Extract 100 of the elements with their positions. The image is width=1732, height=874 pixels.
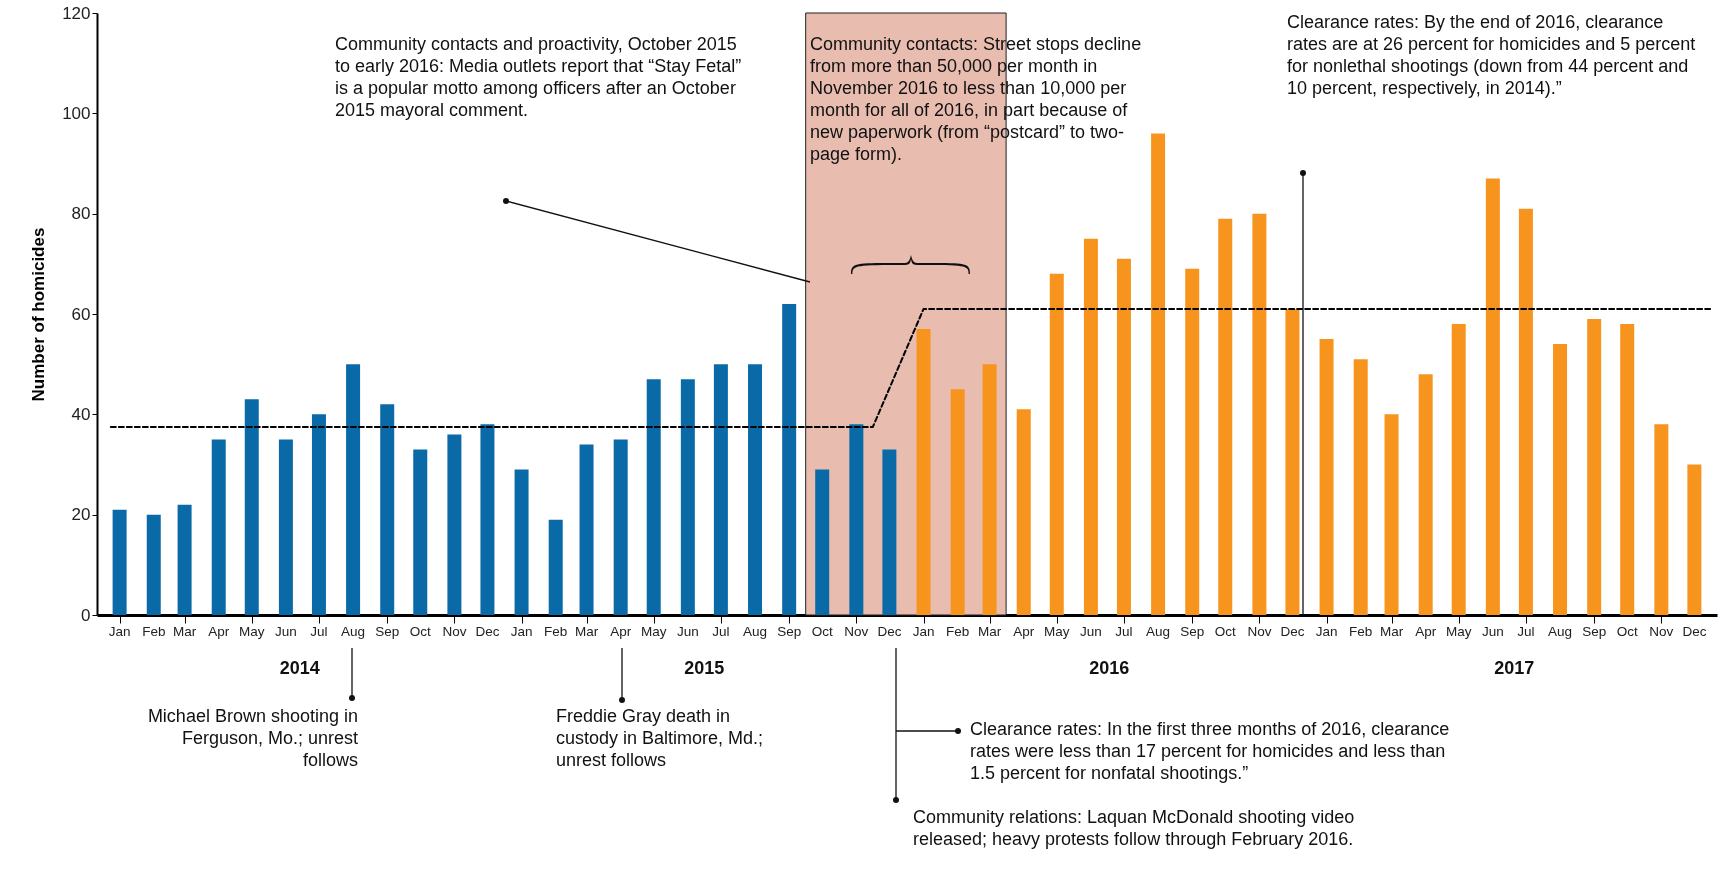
x-tick-label: Nov bbox=[1247, 624, 1272, 639]
text: 2017 bbox=[1493, 658, 1536, 679]
bar bbox=[177, 504, 192, 615]
text: Community relations: Laquan McDonald shooting video released; heavy protests follow through February 2016. bbox=[913, 806, 1356, 850]
bar bbox=[982, 364, 997, 615]
x-tick-label: Jun bbox=[676, 624, 699, 639]
bar bbox=[112, 509, 127, 615]
y-tick-label: 40 bbox=[71, 404, 91, 424]
bar bbox=[1116, 258, 1131, 615]
text: 2014 bbox=[278, 658, 321, 679]
bar bbox=[1185, 268, 1200, 615]
x-tick-label: Jan bbox=[108, 624, 131, 639]
x-tick-label: Sep bbox=[375, 624, 400, 639]
bar bbox=[1485, 178, 1500, 615]
bar bbox=[447, 434, 462, 615]
bar bbox=[1049, 273, 1064, 615]
x-tick-label: Dec bbox=[1280, 624, 1305, 639]
bar bbox=[646, 379, 661, 615]
bar bbox=[346, 364, 361, 615]
bar bbox=[548, 519, 563, 615]
x-tick-label: Jan bbox=[510, 624, 533, 639]
x-tick-label: Jan bbox=[1315, 624, 1338, 639]
bar bbox=[480, 424, 495, 615]
bar bbox=[1418, 374, 1433, 615]
x-tick-label: Apr bbox=[208, 624, 230, 639]
bar bbox=[1687, 464, 1702, 615]
x-tick-label: Jul bbox=[1115, 624, 1133, 639]
x-tick-label: Jul bbox=[712, 624, 730, 639]
x-tick-label: Dec bbox=[877, 624, 902, 639]
bar bbox=[278, 439, 293, 615]
x-tick-label: Dec bbox=[475, 624, 500, 639]
x-tick-label: Jul bbox=[1517, 624, 1535, 639]
x-tick-label: Feb bbox=[142, 624, 166, 639]
text: Freddie Gray death in custody in Baltimore, Md.; unrest follows bbox=[556, 705, 765, 771]
x-tick-label: May bbox=[239, 624, 265, 639]
x-tick-label: May bbox=[1445, 624, 1472, 639]
bar bbox=[782, 303, 797, 615]
x-tick-label: Aug bbox=[743, 624, 768, 639]
y-tick-label: 120 bbox=[62, 3, 91, 23]
bar bbox=[1654, 424, 1669, 615]
text: Michael Brown shooting in Ferguson, Mo.; unrest follows bbox=[146, 705, 358, 771]
y-tick-label: 20 bbox=[71, 505, 91, 525]
x-tick-label: Dec bbox=[1682, 624, 1707, 639]
text: Clearance rates: In the first three months of 2016, clearance rates were less than 17 percent for homicides and less than 1.5 percent for nonfatal shootings.” bbox=[970, 718, 1450, 784]
bar bbox=[613, 439, 628, 615]
text: 2015 bbox=[683, 658, 726, 679]
annotation: Community contacts and proactivity, October 2015 to early 2016: Media outlets report that “Stay Fetal” is a popular motto among officers after an October 2015 mayoral comment. bbox=[335, 33, 743, 121]
annotation: Clearance rates: By the end of 2016, clearance rates are at 26 percent for homicides and 5 percent for nonlethal shootings (down from 44 percent and 10 percent, respectively, in 2014).” bbox=[1287, 11, 1697, 99]
x-tick-label: Nov bbox=[1649, 624, 1674, 639]
bar bbox=[1285, 308, 1300, 615]
text: 2016 bbox=[1088, 658, 1131, 679]
x-tick-label: Apr bbox=[1013, 624, 1035, 639]
bar bbox=[680, 379, 695, 615]
bar bbox=[849, 424, 864, 615]
bar bbox=[713, 364, 728, 615]
x-tick-label: Mar bbox=[172, 624, 197, 639]
bar bbox=[882, 449, 897, 615]
x-tick-label: Jun bbox=[275, 624, 297, 639]
x-tick-label: Oct bbox=[811, 624, 833, 639]
bar bbox=[950, 389, 965, 615]
bar bbox=[380, 404, 395, 615]
y-tick-label: 0 bbox=[81, 605, 91, 625]
x-tick-label: Oct bbox=[1214, 624, 1236, 639]
bar bbox=[413, 449, 428, 615]
bar bbox=[1620, 324, 1635, 615]
x-tick-label: Mar bbox=[977, 624, 1002, 639]
x-tick-label: Oct bbox=[409, 624, 431, 639]
x-tick-label: Feb bbox=[946, 624, 970, 639]
x-tick-label: Nov bbox=[442, 624, 467, 639]
x-tick-label: Apr bbox=[610, 624, 632, 639]
bar bbox=[1218, 218, 1233, 615]
x-tick-label: May bbox=[1044, 624, 1070, 639]
x-tick-label: Aug bbox=[1548, 624, 1573, 639]
y-tick-label: 80 bbox=[71, 204, 91, 224]
x-tick-label: Jul bbox=[310, 624, 328, 639]
bar bbox=[1451, 324, 1466, 615]
x-tick-label: Feb bbox=[1349, 624, 1373, 639]
x-tick-label: Jun bbox=[1080, 624, 1102, 639]
x-tick-label: Sep bbox=[1582, 624, 1607, 639]
x-tick-label: Feb bbox=[544, 624, 568, 639]
bar bbox=[1353, 359, 1368, 615]
y-tick-label: 100 bbox=[62, 103, 91, 123]
y-tick-label: 60 bbox=[71, 304, 91, 324]
x-tick-label: Oct bbox=[1616, 624, 1638, 639]
bar bbox=[514, 469, 529, 615]
bar bbox=[1016, 409, 1031, 615]
x-tick-label: Aug bbox=[341, 624, 366, 639]
x-tick-label: May bbox=[640, 624, 667, 639]
x-tick-label: Apr bbox=[1415, 624, 1437, 639]
x-tick-label: Jun bbox=[1481, 624, 1504, 639]
x-tick-label: Aug bbox=[1146, 624, 1171, 639]
y-axis-title: Number of homicides bbox=[29, 227, 49, 402]
x-tick-label: Mar bbox=[574, 624, 599, 639]
bar bbox=[748, 364, 763, 615]
bar bbox=[1083, 238, 1098, 615]
bar bbox=[311, 414, 326, 615]
x-tick-label: Nov bbox=[844, 624, 869, 639]
bar bbox=[211, 439, 226, 615]
x-tick-label: Mar bbox=[1379, 624, 1404, 639]
bar bbox=[1319, 339, 1334, 615]
